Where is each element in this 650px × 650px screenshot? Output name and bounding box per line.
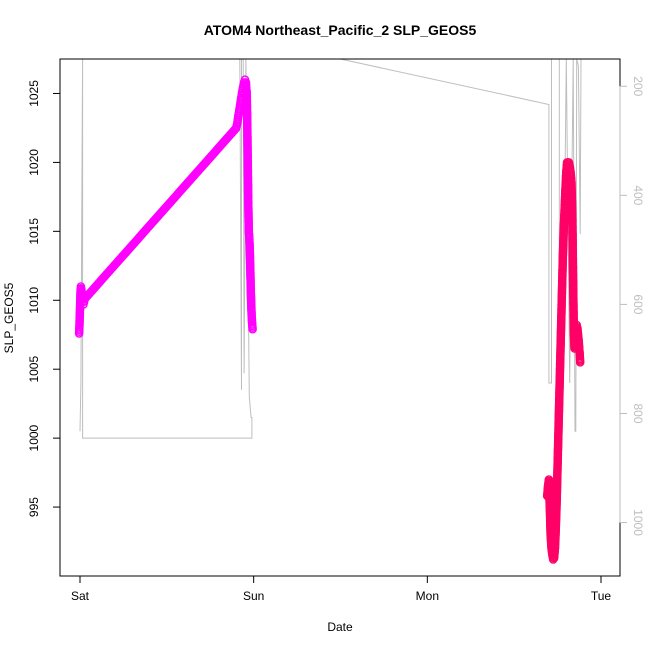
y-tick-label: 1015 [27, 218, 41, 245]
x-tick-label: Mon [416, 589, 439, 603]
x-tick-label: Sun [243, 589, 264, 603]
y-tick-label: 1020 [27, 149, 41, 176]
y-tick-label: 1000 [27, 424, 41, 451]
data-points [74, 75, 585, 564]
y2-tick-label: 400 [631, 185, 645, 205]
x-tick-label: Tue [591, 589, 612, 603]
y2-tick-label: 1000 [631, 509, 645, 536]
y2-tick-label: 600 [631, 294, 645, 314]
y-axis-label: SLP_GEOS5 [2, 282, 16, 353]
secondary-series-line [79, 58, 582, 439]
y-tick-label: 1010 [27, 287, 41, 314]
series-1 [542, 158, 585, 564]
y-axis: 995 1000 1005 1010 1015 1020 1025 [27, 80, 61, 517]
y2-axis: 200 400 600 800 1000 [619, 76, 645, 536]
y-tick-label: 995 [27, 497, 41, 517]
y-tick-label: 1005 [27, 356, 41, 383]
secondary-series [79, 58, 582, 439]
data-point [575, 357, 585, 367]
series-0 [74, 75, 257, 338]
chart-title: ATOM4 Northeast_Pacific_2 SLP_GEOS5 [204, 22, 477, 38]
y-tick-label: 1025 [27, 80, 41, 107]
x-tick-label: Sat [71, 589, 90, 603]
x-axis-label: Date [327, 620, 353, 634]
data-point [248, 324, 257, 334]
x-axis: Sat Sun Mon Tue [71, 575, 612, 603]
y2-tick-label: 200 [631, 76, 645, 96]
y2-tick-label: 800 [631, 403, 645, 423]
